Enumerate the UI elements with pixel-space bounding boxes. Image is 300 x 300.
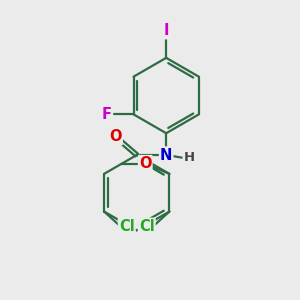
Text: Cl: Cl [139, 219, 154, 234]
Text: O: O [139, 156, 152, 171]
Text: F: F [102, 107, 112, 122]
Text: I: I [164, 23, 169, 38]
Text: Cl: Cl [119, 219, 135, 234]
Text: O: O [109, 129, 122, 144]
Text: H: H [184, 152, 195, 164]
Text: N: N [160, 148, 172, 163]
